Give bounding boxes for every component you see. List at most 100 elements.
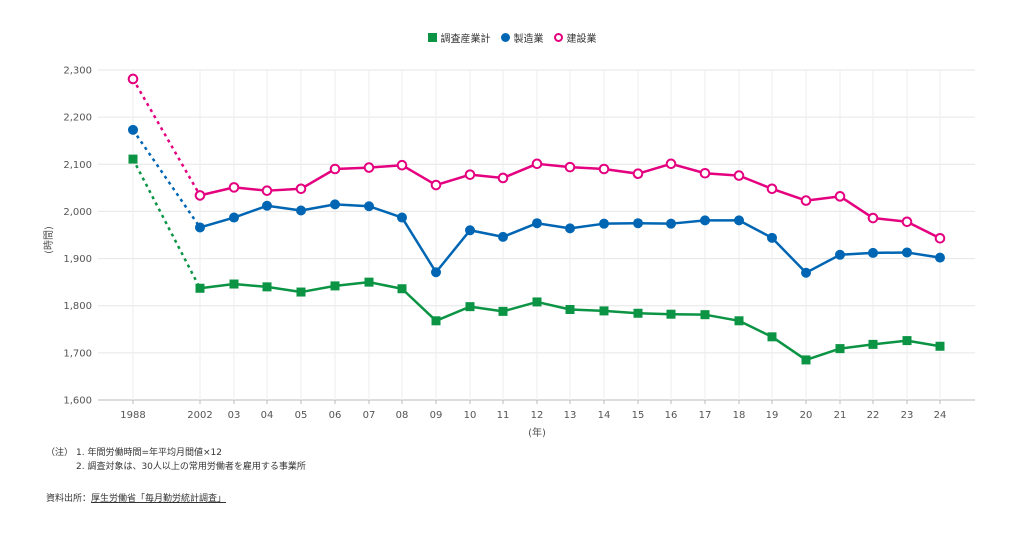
data-point — [935, 252, 945, 263]
data-point — [498, 306, 508, 316]
data-point — [364, 277, 374, 287]
source: 資料出所：厚生労働省「毎月勤労統計調査」 — [46, 491, 226, 504]
x-tick-label: 05 — [295, 410, 308, 421]
x-tick-label: 07 — [363, 410, 376, 421]
source-label: 資料出所： — [46, 494, 92, 504]
y-tick-label: 1,600 — [63, 396, 92, 407]
data-point — [867, 212, 879, 224]
data-point — [431, 316, 441, 326]
legend-item-manufacturing[interactable]: 製造業 — [500, 30, 544, 45]
data-point — [734, 316, 744, 326]
note-line-1: 1. 年間労働時間=年平均月間値×12 — [76, 448, 222, 458]
data-point — [532, 297, 542, 307]
data-point — [262, 282, 272, 292]
data-point — [666, 218, 676, 229]
data-point — [801, 355, 811, 365]
y-tick-label: 1,700 — [63, 348, 92, 359]
data-point — [128, 124, 138, 135]
source-link[interactable]: 厚生労働省「毎月勤労統計調査」 — [91, 494, 227, 504]
x-tick-label: 23 — [901, 410, 914, 421]
x-tick-label: 11 — [497, 410, 510, 421]
x-tick-label: 10 — [464, 410, 477, 421]
x-tick-label: 16 — [665, 410, 678, 421]
x-tick-label: 14 — [598, 410, 611, 421]
data-point — [229, 279, 239, 289]
x-tick-label: 1988 — [120, 410, 145, 421]
data-point — [868, 339, 878, 349]
data-point — [194, 190, 206, 201]
note-prefix: （注） — [46, 448, 74, 458]
data-point — [296, 205, 306, 216]
data-point — [665, 158, 677, 170]
x-tick-label: 2002 — [187, 410, 212, 421]
x-tick-label: 04 — [261, 410, 274, 421]
x-tick-label: 20 — [800, 410, 813, 421]
data-point — [633, 218, 643, 229]
data-point — [127, 73, 139, 85]
data-point — [498, 231, 508, 242]
legend-square-icon — [427, 33, 437, 42]
data-point — [430, 179, 442, 191]
x-tick-label: 03 — [228, 410, 241, 421]
y-tick-label: 2,100 — [63, 160, 92, 171]
y-tick-label: 1,800 — [63, 301, 92, 312]
x-tick-label: 17 — [699, 410, 712, 421]
data-point — [565, 223, 575, 234]
data-point — [835, 249, 845, 260]
data-point — [497, 172, 509, 184]
data-point — [699, 167, 711, 179]
y-tick-label: 1,900 — [63, 254, 92, 265]
data-point — [801, 267, 811, 278]
data-point — [364, 201, 374, 212]
legend-item-construction[interactable]: 建設業 — [553, 30, 597, 45]
data-point — [868, 247, 878, 258]
data-point — [733, 170, 745, 181]
x-tick-label: 15 — [632, 410, 645, 421]
data-point — [397, 212, 407, 223]
data-point — [396, 159, 408, 171]
data-point — [902, 247, 912, 258]
data-point — [330, 281, 340, 291]
x-tick-label: 21 — [834, 410, 847, 421]
data-point — [195, 222, 205, 233]
data-point — [329, 163, 341, 175]
legend-label: 製造業 — [513, 34, 544, 45]
data-point — [565, 304, 575, 314]
data-point — [564, 161, 576, 173]
data-point — [666, 309, 676, 319]
data-point — [901, 216, 913, 228]
data-point — [767, 332, 777, 342]
data-point — [700, 215, 710, 226]
y-tick-label: 2,000 — [63, 207, 92, 218]
data-point — [734, 215, 744, 226]
data-point — [464, 169, 476, 180]
data-point — [632, 168, 644, 180]
data-point — [195, 283, 205, 293]
x-tick-label: 13 — [564, 410, 577, 421]
data-point — [531, 158, 543, 170]
notes: （注） 1. 年間労働時間=年平均月間値×12 2. 調査対象は、30人以上の常… — [46, 446, 306, 474]
legend-label: 調査産業計 — [440, 34, 491, 45]
data-point — [800, 195, 812, 206]
data-point — [766, 183, 778, 195]
data-point — [834, 191, 846, 202]
data-point — [767, 232, 777, 243]
data-point — [397, 284, 407, 294]
note-line-2: 2. 調査対象は、30人以上の常用労働者を雇用する事業所 — [76, 462, 306, 472]
data-point — [296, 287, 306, 297]
x-tick-label: 18 — [733, 410, 746, 421]
y-axis-label: (時間) — [43, 226, 55, 254]
data-point — [431, 267, 441, 278]
x-tick-label: 06 — [329, 410, 342, 421]
x-tick-label: 08 — [396, 410, 409, 421]
data-point — [465, 302, 475, 312]
legend-open-circle-icon — [553, 33, 563, 42]
legend-item-total[interactable]: 調査産業計 — [427, 30, 491, 45]
data-point — [598, 163, 610, 175]
data-point — [934, 233, 946, 244]
data-point — [261, 185, 273, 196]
data-point — [262, 200, 272, 211]
series-dotted-segment — [131, 158, 202, 289]
y-tick-label: 2,200 — [63, 113, 92, 124]
